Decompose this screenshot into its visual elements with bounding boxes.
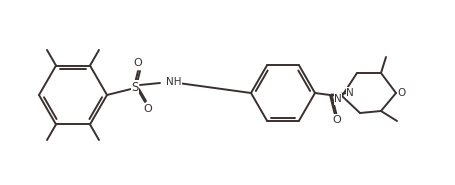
Text: O: O [333, 115, 341, 125]
Text: N: N [346, 88, 354, 98]
Text: NH: NH [166, 77, 182, 87]
Text: S: S [131, 80, 139, 93]
Text: O: O [398, 88, 406, 98]
Text: O: O [134, 58, 142, 68]
Text: N: N [334, 94, 342, 104]
Text: O: O [144, 104, 152, 114]
